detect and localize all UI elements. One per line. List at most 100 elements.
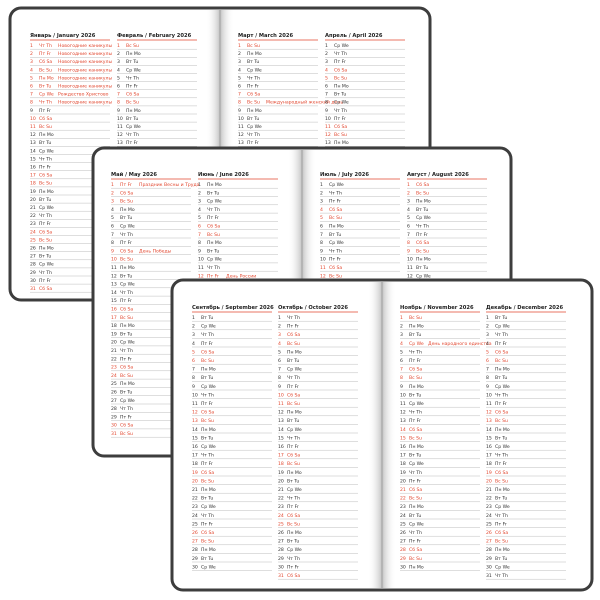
day-number: 31 — [30, 286, 36, 292]
day-number: 11 — [30, 124, 36, 130]
day-number: 4 — [278, 341, 281, 347]
day-number: 30 — [278, 564, 284, 570]
day-weekday: Пн Mo — [201, 487, 216, 493]
day-number: 7 — [320, 232, 323, 238]
day-weekday: Ср We — [39, 92, 54, 98]
day-weekday: Сб Sa — [39, 173, 52, 179]
day-number: 4 — [30, 67, 33, 73]
day-weekday: Пт Fr — [120, 298, 132, 304]
day-weekday: Вс Su — [416, 190, 429, 196]
day-number: 17 — [278, 453, 284, 459]
day-weekday: Пн Mo — [409, 444, 424, 450]
day-number: 3 — [111, 199, 114, 205]
day-number: 8 — [320, 240, 323, 246]
day-number: 8 — [407, 240, 410, 246]
day-weekday: Пт Fr — [39, 51, 51, 57]
day-number: 30 — [400, 564, 406, 570]
day-weekday: Пн Mo — [207, 240, 222, 246]
day-weekday: Ср We — [39, 148, 54, 154]
day-weekday: Вт Tu — [126, 116, 138, 122]
day-number: 3 — [400, 332, 403, 338]
day-weekday: Пт Fr — [207, 215, 219, 221]
day-weekday: Чт Th — [334, 108, 347, 114]
day-note: Новогодние каникулы — [58, 51, 112, 57]
day-weekday: Вс Su — [201, 418, 214, 424]
day-weekday: Пт Fr — [329, 257, 341, 263]
day-number: 27 — [400, 539, 406, 545]
day-number: 2 — [407, 190, 410, 196]
day-weekday: Ср We — [201, 504, 216, 510]
day-number: 18 — [400, 461, 406, 467]
day-number: 11 — [111, 265, 117, 271]
day-weekday: Пт Fr — [495, 341, 507, 347]
day-number: 7 — [238, 92, 241, 98]
day-weekday: Ср We — [287, 367, 302, 373]
day-weekday: Вт Tu — [287, 539, 299, 545]
day-weekday: Ср We — [120, 398, 135, 404]
day-number: 1 — [400, 315, 403, 321]
day-weekday: Пн Mo — [329, 224, 344, 230]
day-weekday: Ср We — [207, 257, 222, 263]
day-number: 19 — [192, 470, 198, 476]
day-weekday: Ср We — [201, 444, 216, 450]
day-number: 3 — [278, 332, 281, 338]
day-number: 6 — [198, 224, 201, 230]
day-number: 3 — [320, 199, 323, 205]
day-number: 2 — [320, 190, 323, 196]
day-number: 13 — [400, 418, 406, 424]
day-number: 7 — [117, 92, 120, 98]
day-weekday: Ср We — [201, 384, 216, 390]
day-number: 23 — [486, 504, 492, 510]
day-weekday: Сб Sa — [329, 207, 342, 213]
day-number: 10 — [198, 257, 204, 263]
day-weekday: Пн Mo — [416, 257, 431, 263]
day-number: 10 — [117, 116, 123, 122]
day-number: 18 — [30, 181, 36, 187]
day-weekday: Пн Mo — [126, 51, 141, 57]
day-number: 4 — [111, 207, 114, 213]
day-number: 3 — [198, 199, 201, 205]
day-weekday: Вт Tu — [287, 358, 299, 364]
day-weekday: Вт Tu — [207, 248, 219, 254]
day-number: 24 — [192, 513, 198, 519]
day-number: 9 — [320, 248, 323, 254]
day-number: 1 — [30, 43, 33, 49]
day-number: 8 — [238, 100, 241, 106]
day-weekday: Чт Th — [247, 75, 260, 81]
day-weekday: Пн Mo — [495, 487, 510, 493]
day-number: 6 — [325, 84, 328, 90]
day-weekday: Сб Sa — [495, 470, 508, 476]
day-weekday: Сб Sa — [120, 248, 133, 254]
day-number: 16 — [486, 444, 492, 450]
day-number: 10 — [278, 392, 284, 398]
day-weekday: Вс Su — [201, 539, 214, 545]
day-number: 1 — [278, 315, 281, 321]
day-number: 3 — [407, 199, 410, 205]
day-number: 27 — [278, 539, 284, 545]
day-number: 7 — [30, 92, 33, 98]
day-weekday: Вс Su — [247, 43, 260, 49]
day-weekday: Пн Mo — [201, 427, 216, 433]
day-note: Новогодние каникулы — [58, 59, 112, 65]
day-weekday: Пт Fr — [334, 59, 346, 65]
day-number: 13 — [111, 282, 117, 288]
day-number: 19 — [486, 470, 492, 476]
day-weekday: Вт Tu — [495, 375, 507, 381]
day-number: 5 — [400, 349, 403, 355]
day-weekday: Ср We — [416, 215, 431, 221]
day-number: 23 — [192, 504, 198, 510]
day-weekday: Вс Su — [329, 215, 342, 221]
day-weekday: Сб Sa — [201, 349, 214, 355]
day-weekday: Пн Mo — [247, 51, 262, 57]
month-title: Октябрь / October 2026 — [278, 304, 348, 311]
day-number: 26 — [111, 390, 117, 396]
day-weekday: Сб Sa — [126, 92, 139, 98]
day-note: Праздник Весны и Труда — [139, 182, 200, 188]
day-weekday: Пн Mo — [495, 547, 510, 553]
day-weekday: Чт Th — [495, 332, 508, 338]
day-number: 26 — [30, 246, 36, 252]
day-number: 2 — [117, 51, 120, 57]
day-number: 5 — [198, 215, 201, 221]
day-weekday: Чт Th — [201, 453, 214, 459]
day-weekday: Пт Fr — [409, 539, 421, 545]
